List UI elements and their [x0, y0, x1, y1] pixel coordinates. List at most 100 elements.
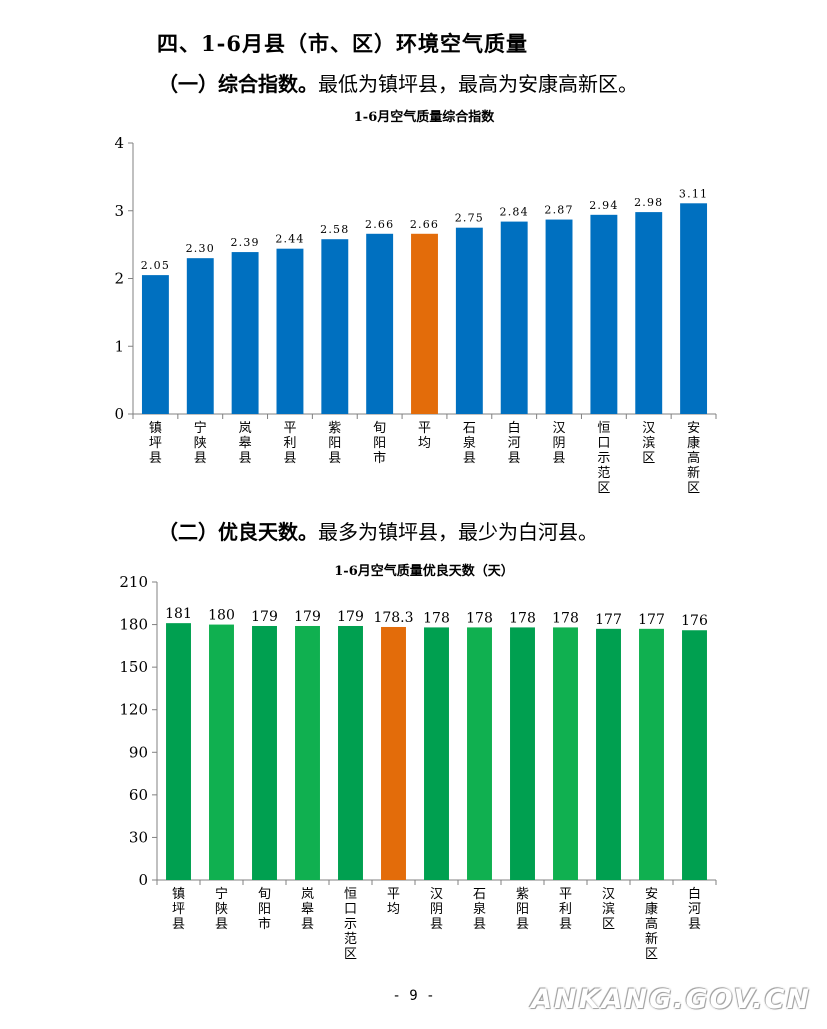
- y-tick-label: 0: [138, 871, 148, 889]
- x-tick-label: 县: [215, 917, 228, 932]
- x-tick-label: 县: [149, 451, 162, 466]
- bar: [680, 203, 708, 414]
- chart-title: 1-6月空气质量综合指数: [354, 109, 495, 125]
- x-tick-label: 县: [283, 451, 296, 466]
- x-tick-label: 县: [301, 917, 314, 932]
- bar: [455, 227, 483, 414]
- x-tick-label: 阴: [553, 436, 566, 451]
- x-tick-label: 示: [597, 451, 610, 466]
- bar: [553, 627, 578, 880]
- x-tick-label: 县: [172, 917, 185, 932]
- x-tick-label: 口: [344, 902, 357, 917]
- x-tick-label: 区: [645, 947, 658, 962]
- y-tick-label: 30: [129, 828, 148, 846]
- x-tick-label: 汉: [642, 421, 655, 436]
- y-tick-label: 1: [114, 337, 124, 355]
- data-label: 2.05: [141, 259, 170, 272]
- x-tick-label: 安: [687, 421, 700, 436]
- data-label: 2.94: [589, 199, 618, 212]
- x-tick-label: 县: [430, 917, 443, 932]
- x-tick-label: 范: [597, 466, 610, 481]
- bar: [338, 625, 363, 880]
- data-label: 3.11: [679, 187, 708, 200]
- bar: [590, 214, 618, 414]
- x-tick-label: 坪: [149, 436, 162, 451]
- bar: [209, 624, 234, 880]
- bar: [321, 239, 349, 414]
- x-tick-label: 皋: [239, 436, 252, 451]
- x-tick-label: 县: [239, 451, 252, 466]
- data-label: 2.87: [544, 204, 573, 217]
- bar: [596, 628, 621, 880]
- x-tick-label: 旬: [258, 887, 271, 902]
- x-tick-label: 泉: [473, 901, 486, 917]
- data-label: 181: [165, 606, 192, 622]
- x-tick-label: 安: [645, 887, 658, 902]
- x-tick-label: 利: [283, 436, 296, 451]
- x-tick-label: 利: [559, 902, 572, 917]
- y-tick-label: 2: [114, 270, 124, 288]
- y-tick-label: 3: [114, 202, 124, 220]
- data-label: 180: [208, 608, 235, 624]
- x-tick-label: 县: [463, 451, 476, 466]
- data-label: 2.39: [230, 236, 259, 249]
- x-tick-label: 滨: [642, 435, 655, 451]
- x-tick-label: 恒: [344, 887, 357, 902]
- bar: [381, 626, 406, 880]
- x-tick-label: 陕: [215, 902, 228, 917]
- section-heading: 四、1-6月县（市、区）环境空气质量: [157, 31, 528, 56]
- x-tick-label: 阴: [430, 902, 443, 917]
- bar: [500, 221, 528, 414]
- bar: [276, 248, 304, 414]
- y-tick-label: 210: [119, 573, 148, 591]
- data-label: 178.3: [373, 610, 413, 626]
- x-tick-label: 石: [473, 887, 486, 902]
- x-tick-label: 皋: [301, 902, 314, 917]
- data-label: 177: [595, 612, 622, 628]
- x-tick-label: 阳: [373, 436, 386, 451]
- data-label: 178: [552, 610, 579, 626]
- x-tick-label: 高: [687, 450, 700, 466]
- y-tick-label: 120: [119, 701, 148, 719]
- data-label: 2.30: [186, 242, 215, 255]
- x-tick-label: 市: [258, 916, 271, 932]
- data-label: 178: [466, 610, 493, 626]
- x-tick-label: 恒: [597, 421, 610, 436]
- x-tick-label: 区: [642, 451, 655, 466]
- x-tick-label: 白: [508, 420, 521, 436]
- paragraph-text: 最多为镇坪县，最少为白河县。: [318, 520, 598, 544]
- x-tick-label: 宁: [194, 420, 207, 436]
- y-tick-label: 150: [119, 658, 148, 676]
- y-tick-label: 180: [119, 616, 148, 634]
- bar: [252, 625, 277, 880]
- x-tick-label: 镇: [172, 887, 185, 902]
- x-tick-label: 岚: [239, 421, 252, 436]
- x-tick-label: 区: [602, 917, 615, 932]
- x-tick-label: 区: [687, 481, 700, 496]
- x-tick-label: 康: [687, 435, 700, 451]
- bar: [682, 630, 707, 880]
- x-tick-label: 紫: [328, 421, 341, 436]
- data-label: 2.58: [320, 223, 349, 236]
- paragraph-good-days: （二）优良天数。最多为镇坪县，最少为白河县。: [158, 516, 598, 545]
- bar: [545, 219, 573, 414]
- paragraph-lead: （二）优良天数。: [158, 520, 318, 544]
- x-tick-label: 口: [597, 436, 610, 451]
- data-label: 2.98: [634, 196, 663, 209]
- x-tick-label: 坪: [172, 902, 185, 917]
- y-tick-label: 0: [114, 405, 124, 423]
- x-tick-label: 白: [688, 886, 701, 902]
- data-label: 2.66: [365, 218, 394, 231]
- bar: [366, 233, 394, 414]
- y-tick-label: 60: [129, 786, 148, 804]
- x-tick-label: 高: [645, 916, 658, 932]
- x-tick-label: 县: [473, 917, 486, 932]
- data-label: 178: [423, 610, 450, 626]
- data-label: 2.75: [455, 212, 484, 225]
- x-tick-label: 旬: [373, 421, 386, 436]
- x-tick-label: 均: [387, 902, 400, 917]
- x-tick-label: 示: [344, 917, 357, 932]
- bar: [231, 252, 259, 414]
- x-tick-label: 区: [344, 947, 357, 962]
